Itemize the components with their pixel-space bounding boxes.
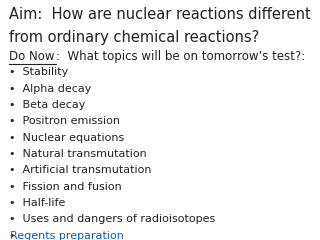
Text: :  What topics will be on tomorrow’s test?:: : What topics will be on tomorrow’s test… [56,50,305,63]
Text: •  Uses and dangers of radioisotopes: • Uses and dangers of radioisotopes [9,215,215,224]
Text: •: • [0,239,1,240]
Text: •  Half-life: • Half-life [9,198,66,208]
Text: Do Now: Do Now [9,50,55,63]
Text: •  Natural transmutation: • Natural transmutation [9,149,147,159]
Text: •: • [9,231,23,240]
Text: •  Alpha decay: • Alpha decay [9,84,92,94]
Text: •  Nuclear equations: • Nuclear equations [9,133,124,143]
Text: Aim:  How are nuclear reactions different: Aim: How are nuclear reactions different [9,7,311,22]
Text: •  Stability: • Stability [9,67,68,77]
Text: Regents preparation: Regents preparation [10,231,124,240]
Text: •  Artificial transmutation: • Artificial transmutation [9,165,152,175]
Text: from ordinary chemical reactions?: from ordinary chemical reactions? [9,30,259,45]
Text: •  Fission and fusion: • Fission and fusion [9,182,122,192]
Text: •  Positron emission: • Positron emission [9,116,120,126]
Text: •  Beta decay: • Beta decay [9,100,85,110]
